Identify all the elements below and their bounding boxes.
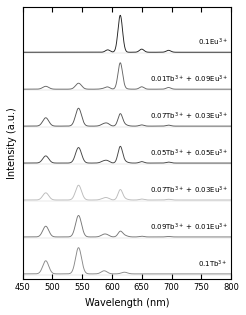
Y-axis label: Intensity (a.u.): Intensity (a.u.) <box>7 107 17 179</box>
Text: 0.1Tb$^{3+}$: 0.1Tb$^{3+}$ <box>199 258 228 270</box>
Text: 0.07Tb$^{3+}$ + 0.03Eu$^{3+}$: 0.07Tb$^{3+}$ + 0.03Eu$^{3+}$ <box>150 111 228 122</box>
Text: 0.01Tb$^{3+}$ + 0.09Eu$^{3+}$: 0.01Tb$^{3+}$ + 0.09Eu$^{3+}$ <box>150 74 228 85</box>
Text: 0.05Tb$^{3+}$ + 0.05Eu$^{3+}$: 0.05Tb$^{3+}$ + 0.05Eu$^{3+}$ <box>150 147 228 159</box>
Text: 0.1Eu$^{3+}$: 0.1Eu$^{3+}$ <box>198 37 228 48</box>
Text: 0.09Tb$^{3+}$ + 0.01Eu$^{3+}$: 0.09Tb$^{3+}$ + 0.01Eu$^{3+}$ <box>150 221 228 233</box>
Text: 0.07Tb$^{3+}$ + 0.03Eu$^{3+}$: 0.07Tb$^{3+}$ + 0.03Eu$^{3+}$ <box>150 184 228 196</box>
X-axis label: Wavelength (nm): Wavelength (nm) <box>85 298 169 308</box>
